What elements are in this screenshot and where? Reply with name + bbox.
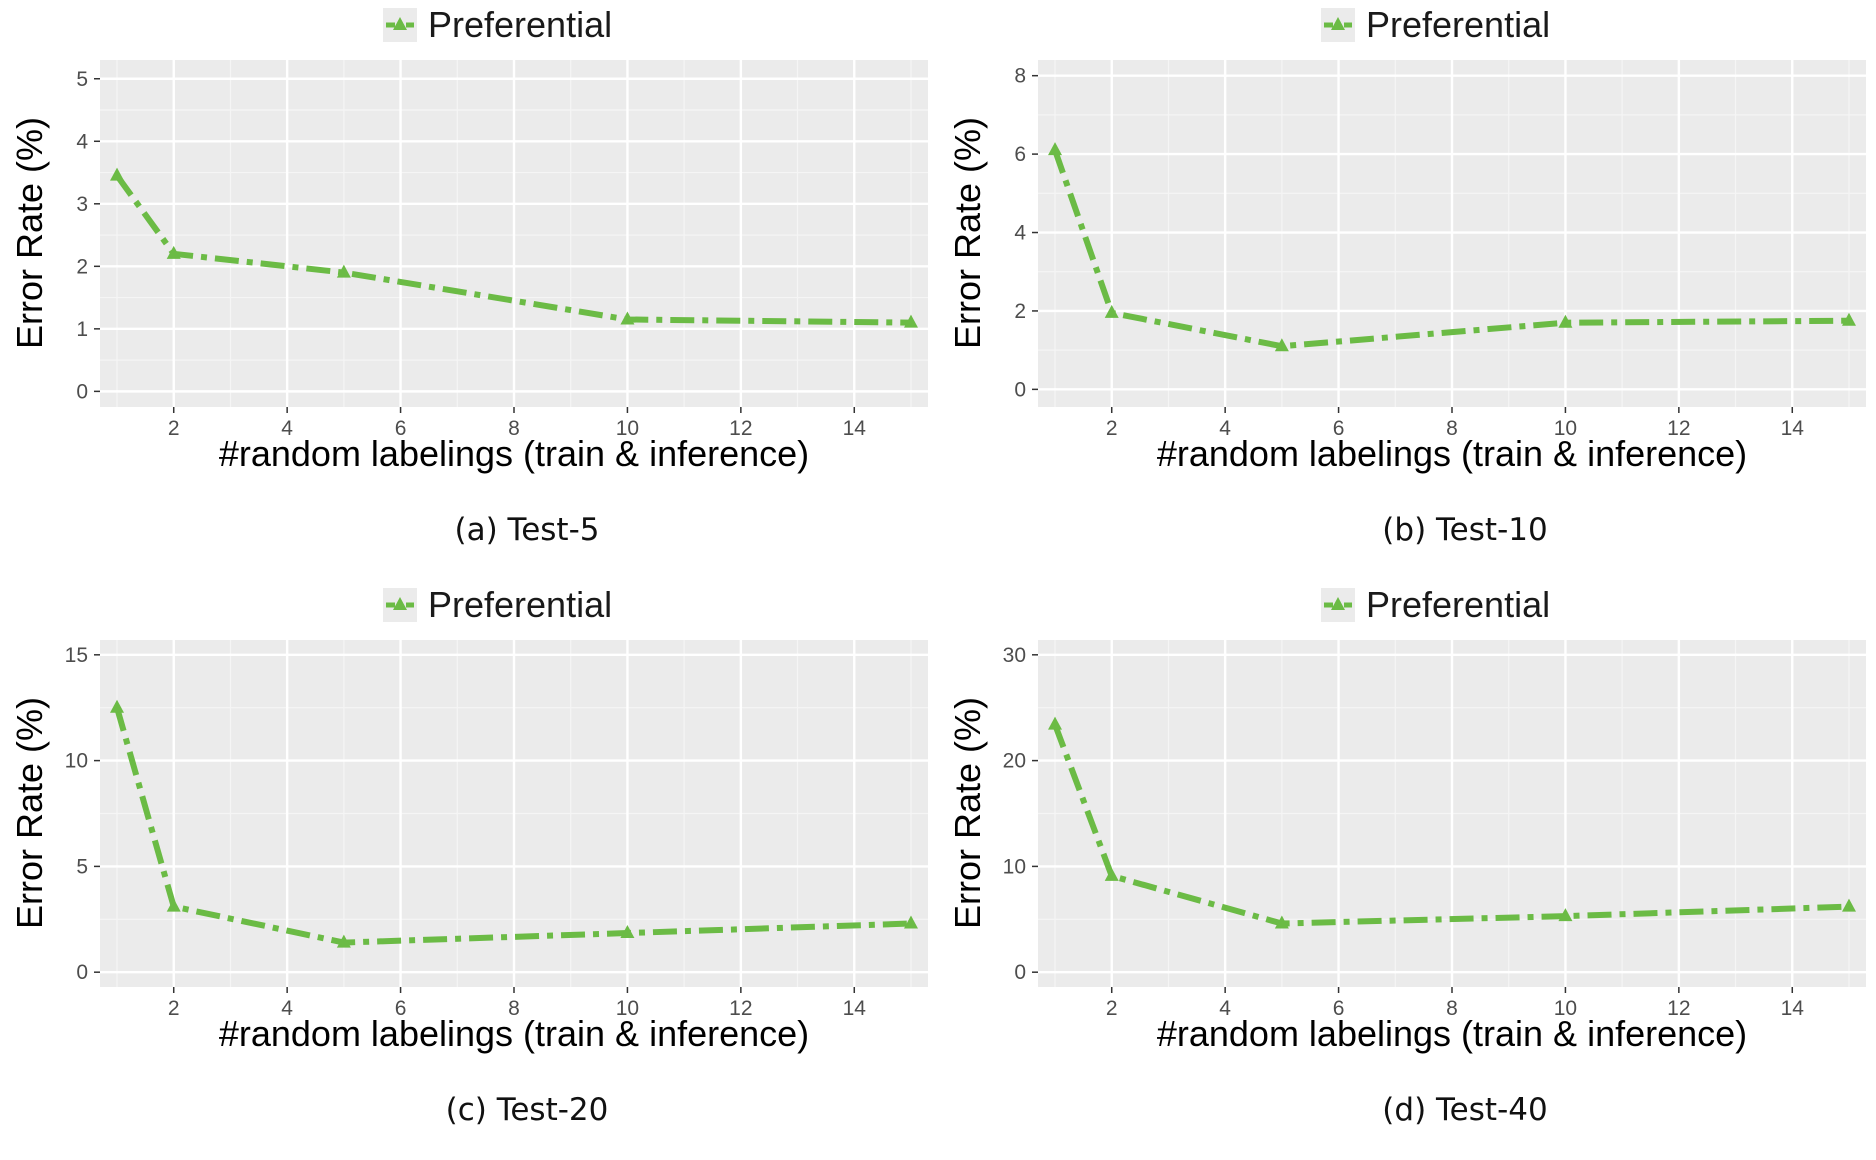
y-axis-title: Error Rate (%) bbox=[947, 697, 988, 929]
y-axis-title: Error Rate (%) bbox=[947, 117, 988, 349]
x-tick-label: 4 bbox=[1219, 997, 1231, 1020]
x-tick-label: 12 bbox=[1667, 417, 1690, 440]
y-tick-label: 5 bbox=[76, 68, 88, 91]
y-tick-label: 20 bbox=[1003, 750, 1026, 773]
data-point-marker bbox=[620, 925, 635, 939]
data-point-marker bbox=[1274, 915, 1289, 929]
data-point-marker bbox=[336, 934, 351, 948]
x-axis-title: #random labelings (train & inference) bbox=[219, 433, 809, 474]
data-point-marker bbox=[336, 264, 351, 278]
chart-svg: 2 4 6 8 10 12 14 0 5 10 15 Preferential #random labe… bbox=[9, 584, 928, 1128]
panel-caption: (c) Test-20 bbox=[446, 1092, 609, 1128]
legend-key-marker bbox=[393, 597, 407, 610]
chart-svg: 2 4 6 8 10 12 14 0 10 20 30 Preferential #random lab… bbox=[947, 584, 1866, 1128]
data-point-marker bbox=[166, 245, 181, 259]
x-tick-label: 10 bbox=[1554, 417, 1577, 440]
data-point-marker bbox=[1274, 338, 1289, 352]
y-tick-label: 3 bbox=[76, 193, 88, 216]
x-tick-label: 4 bbox=[281, 997, 293, 1020]
x-tick-label: 14 bbox=[843, 417, 867, 440]
y-axis-title: Error Rate (%) bbox=[9, 697, 50, 929]
x-tick-label: 2 bbox=[168, 417, 180, 440]
y-tick-label: 2 bbox=[1014, 300, 1026, 323]
legend-label: Preferential bbox=[1366, 4, 1550, 45]
data-point-marker bbox=[1048, 142, 1063, 156]
legend-label: Preferential bbox=[1366, 584, 1550, 625]
data-point-marker bbox=[1558, 314, 1573, 328]
data-point-marker bbox=[620, 311, 635, 325]
x-tick-label: 6 bbox=[395, 417, 407, 440]
x-tick-label: 6 bbox=[1333, 417, 1345, 440]
data-point-marker bbox=[110, 699, 125, 713]
data-point-marker bbox=[1104, 867, 1119, 881]
legend-key-marker bbox=[393, 17, 407, 30]
x-axis-title: #random labelings (train & inference) bbox=[1157, 1013, 1747, 1054]
y-tick-label: 0 bbox=[1014, 378, 1026, 401]
y-tick-label: 6 bbox=[1014, 143, 1026, 166]
data-point-marker bbox=[1558, 908, 1573, 922]
data-point-marker bbox=[1841, 312, 1856, 326]
y-tick-label: 2 bbox=[76, 255, 88, 278]
chart-svg: 2 4 6 8 10 12 14 0 2 4 6 8 Preferential #random label… bbox=[947, 4, 1866, 548]
x-tick-label: 10 bbox=[1554, 997, 1577, 1020]
legend-label: Preferential bbox=[428, 4, 612, 45]
x-tick-label: 14 bbox=[843, 997, 867, 1020]
y-tick-label: 0 bbox=[1014, 961, 1026, 984]
y-tick-label: 8 bbox=[1014, 65, 1026, 88]
x-tick-label: 6 bbox=[1333, 997, 1345, 1020]
x-tick-label: 14 bbox=[1781, 417, 1805, 440]
data-point-marker bbox=[903, 915, 918, 929]
x-tick-label: 6 bbox=[395, 997, 407, 1020]
x-tick-label: 2 bbox=[1106, 417, 1118, 440]
legend-key-marker bbox=[1331, 17, 1345, 30]
data-point-marker bbox=[1048, 716, 1063, 730]
x-tick-label: 12 bbox=[729, 997, 752, 1020]
x-tick-label: 14 bbox=[1781, 997, 1805, 1020]
data-point-marker bbox=[903, 314, 918, 328]
y-tick-label: 15 bbox=[65, 644, 88, 667]
x-axis-title: #random labelings (train & inference) bbox=[219, 1013, 809, 1054]
x-tick-label: 8 bbox=[1446, 997, 1458, 1020]
y-tick-label: 10 bbox=[65, 750, 88, 773]
x-tick-label: 4 bbox=[281, 417, 293, 440]
legend-key-marker bbox=[1331, 597, 1345, 610]
y-axis-title: Error Rate (%) bbox=[9, 117, 50, 349]
data-point-marker bbox=[1104, 304, 1119, 318]
x-tick-label: 12 bbox=[1667, 997, 1690, 1020]
y-tick-label: 4 bbox=[1014, 222, 1026, 245]
x-tick-label: 8 bbox=[508, 997, 520, 1020]
chart-panel-c: 2 4 6 8 10 12 14 0 5 10 15 Preferential #random labe… bbox=[0, 580, 938, 1160]
y-tick-label: 0 bbox=[76, 380, 88, 403]
data-point-marker bbox=[1841, 898, 1856, 912]
x-tick-label: 2 bbox=[168, 997, 180, 1020]
data-point-marker bbox=[166, 898, 181, 912]
chart-panel-b: 2 4 6 8 10 12 14 0 2 4 6 8 Preferential #random label… bbox=[938, 0, 1876, 580]
x-tick-label: 4 bbox=[1219, 417, 1231, 440]
x-tick-label: 8 bbox=[1446, 417, 1458, 440]
y-tick-label: 0 bbox=[76, 961, 88, 984]
y-tick-label: 30 bbox=[1003, 644, 1026, 667]
y-tick-label: 10 bbox=[1003, 855, 1026, 878]
data-point-marker bbox=[110, 167, 125, 181]
x-axis-title: #random labelings (train & inference) bbox=[1157, 433, 1747, 474]
x-tick-label: 10 bbox=[616, 997, 639, 1020]
y-tick-label: 1 bbox=[76, 318, 88, 341]
panel-caption: (d) Test-40 bbox=[1382, 1092, 1547, 1128]
y-tick-label: 5 bbox=[76, 855, 88, 878]
y-tick-label: 4 bbox=[76, 130, 88, 153]
chart-panel-d: 2 4 6 8 10 12 14 0 10 20 30 Preferential #random lab… bbox=[938, 580, 1876, 1160]
panel-caption: (a) Test-5 bbox=[455, 512, 600, 548]
panel-caption: (b) Test-10 bbox=[1382, 512, 1547, 548]
chart-panel-a: 2 4 6 8 10 12 14 0 1 2 3 4 5 Preferential #random labe… bbox=[0, 0, 938, 580]
x-tick-label: 12 bbox=[729, 417, 752, 440]
x-tick-label: 8 bbox=[508, 417, 520, 440]
x-tick-label: 10 bbox=[616, 417, 639, 440]
x-tick-label: 2 bbox=[1106, 997, 1118, 1020]
legend-label: Preferential bbox=[428, 584, 612, 625]
